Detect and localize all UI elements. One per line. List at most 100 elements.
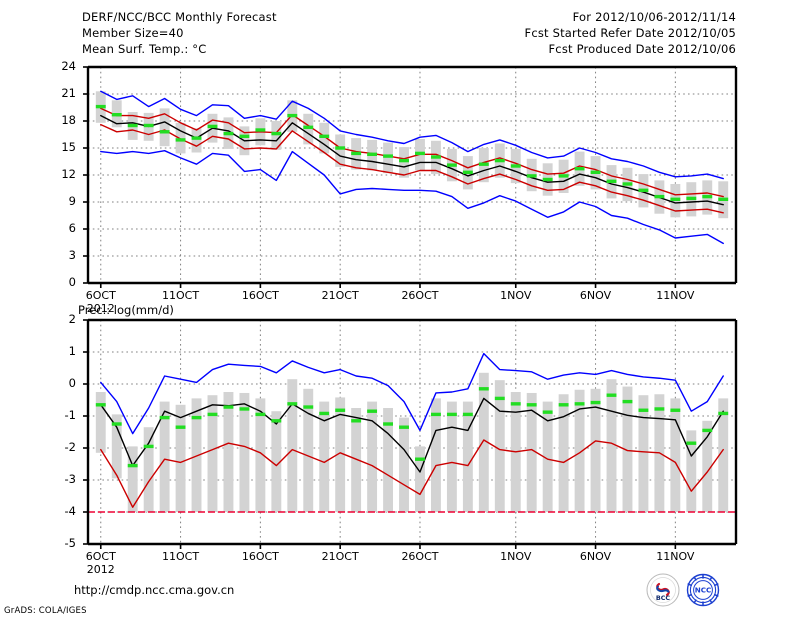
range-bar [718, 398, 729, 512]
range-bar [686, 430, 697, 512]
x-axis-tick-label: 6NOV [579, 550, 612, 563]
range-bar [335, 134, 346, 167]
range-bar [159, 108, 170, 147]
x-axis-tick-label: 26OCT [401, 289, 439, 302]
ncc-logo-icon: NCC [686, 573, 720, 607]
range-bar [319, 401, 330, 512]
range-bar [383, 408, 394, 512]
range-bar [383, 142, 394, 174]
series-line-max [100, 90, 724, 180]
variable-label: Mean Surf. Temp.: °C [82, 42, 207, 56]
y-axis-tick-label: 12 [61, 167, 76, 181]
series-line-min [100, 149, 724, 245]
x-axis-tick-label: 1NOV [500, 550, 532, 563]
range-bar [494, 380, 505, 512]
range-bar [670, 398, 681, 512]
y-axis-tick-label: -5 [64, 536, 76, 550]
range-bar [638, 395, 649, 512]
y-axis-tick-label: 1 [68, 344, 76, 358]
range-bar [462, 401, 473, 512]
y-axis-tick-label: 3 [68, 248, 76, 262]
series-line-max [100, 352, 724, 435]
cmdp-url[interactable]: http://cmdp.ncc.cma.gov.cn [74, 583, 235, 597]
x-axis-tick-label: 1NOV [500, 289, 532, 302]
y-axis-tick-label: 6 [68, 221, 76, 235]
range-bar [303, 388, 314, 512]
x-axis-tick-label: 6OCT [85, 550, 116, 563]
range-bar [526, 392, 537, 512]
range-bar [271, 411, 282, 512]
range-bar [367, 401, 378, 512]
y-axis-tick-label: 2 [68, 312, 76, 326]
range-bar [351, 408, 362, 512]
x-axis-tick-label: 6NOV [579, 289, 612, 302]
series-line-lower-quartile [100, 123, 724, 214]
y-axis-tick-label: 21 [61, 86, 76, 100]
range-bar [175, 122, 186, 154]
range-bar [143, 427, 154, 512]
range-bar [399, 417, 409, 512]
x-axis-tick-label: 16OCT [241, 289, 279, 302]
range-bar [191, 398, 202, 512]
range-bar [446, 401, 457, 512]
temperature-chart [83, 65, 738, 288]
forecast-range-label: For 2012/10/06-2012/11/14 [572, 10, 736, 24]
x-axis-tick-label: 11NOV [656, 550, 695, 563]
range-bar [415, 446, 425, 512]
range-bar [606, 379, 617, 512]
range-bar [207, 395, 218, 512]
range-bar [478, 372, 489, 512]
y-axis-tick-label: 0 [68, 275, 76, 289]
forecast-start-date-label: Fcst Started Refer Date 2012/10/05 [524, 26, 736, 40]
range-bar [590, 388, 601, 512]
y-axis-tick-label: 24 [61, 59, 76, 73]
x-axis-tick-label: 16OCT [241, 550, 279, 563]
series-line-mean [100, 397, 724, 473]
y-axis-tick-label: -3 [64, 472, 76, 486]
x-axis-tick-label: 26OCT [401, 550, 439, 563]
range-bar [574, 389, 585, 512]
range-bar [702, 420, 713, 512]
forecast-produced-date-label: Fcst Produced Date 2012/10/06 [548, 42, 736, 56]
precipitation-chart [83, 318, 738, 549]
range-bar [159, 401, 170, 512]
y-axis-tick-label: -4 [64, 504, 76, 518]
range-bar [223, 392, 234, 512]
y-axis-tick-label: 0 [68, 376, 76, 390]
x-axis-year-label: 2012 [86, 302, 115, 315]
x-axis-tick-label: 6OCT [85, 289, 116, 302]
range-bar [335, 397, 346, 512]
series-line-min [100, 439, 724, 508]
series-line-upper-quartile [100, 107, 724, 198]
x-axis-tick-label: 21OCT [321, 550, 359, 563]
range-bar [319, 122, 330, 154]
x-axis-tick-label: 11OCT [162, 289, 200, 302]
range-bar [271, 121, 282, 150]
range-bar [239, 392, 250, 512]
y-axis-tick-label: -2 [64, 440, 76, 454]
range-bar [255, 398, 266, 512]
range-bar [430, 398, 441, 512]
range-bar [303, 113, 314, 145]
range-bar [622, 386, 633, 512]
x-axis-year-label: 2012 [86, 563, 115, 576]
svg-text:BCC: BCC [656, 594, 671, 602]
range-bar [287, 379, 298, 512]
range-bar [95, 392, 106, 453]
range-bar [175, 404, 186, 512]
y-axis-tick-label: -1 [64, 408, 76, 422]
series-line-mean [100, 114, 724, 206]
precipitation-plot-group [83, 318, 738, 549]
y-axis-tick-label: 9 [68, 194, 76, 208]
range-bar [127, 446, 138, 512]
x-axis-tick-label: 21OCT [321, 289, 359, 302]
grads-credit: GrADS: COLA/IGES [4, 606, 87, 616]
member-size-label: Member Size=40 [82, 26, 184, 40]
bcc-logo-icon: BCC [646, 573, 680, 607]
x-axis-tick-label: 11NOV [656, 289, 695, 302]
x-axis-tick-label: 11OCT [162, 550, 200, 563]
temperature-plot-group [83, 65, 738, 288]
precip-axis-title: Prec.: log(mm/d) [78, 303, 174, 317]
range-bar [399, 147, 409, 178]
